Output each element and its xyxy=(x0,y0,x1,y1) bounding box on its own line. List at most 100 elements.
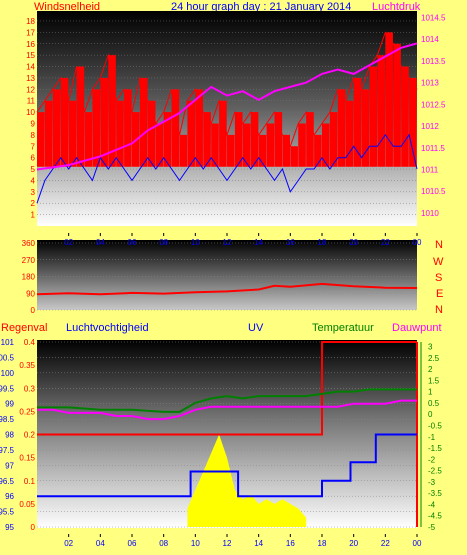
top-x-label-22: 22 xyxy=(381,238,390,247)
wind-gust-bar xyxy=(124,89,132,167)
wind-gust-bar xyxy=(361,89,370,167)
rain-label: Regenval xyxy=(1,322,48,334)
pressure-label: Luchtdruk xyxy=(372,1,421,13)
pressure-line xyxy=(36,42,418,171)
pressure-tick-1010.5: 1010.5 xyxy=(421,187,446,196)
wind-gust-line xyxy=(36,31,418,148)
wind-gust-bar xyxy=(84,112,93,167)
compass-e: E xyxy=(436,288,444,300)
rain-tick-0.05: 0.05 xyxy=(19,500,35,509)
pressure-tick-1012: 1012 xyxy=(421,122,439,131)
temperature-tick--1: -1 xyxy=(428,433,436,442)
wind-tick-13: 13 xyxy=(26,74,35,83)
wind-gust-bar xyxy=(322,123,330,167)
temperature-tick--4.5: -4.5 xyxy=(428,512,442,521)
temperature-tick--0.5: -0.5 xyxy=(428,421,442,430)
direction-line xyxy=(36,282,418,296)
top-x-label-12: 12 xyxy=(223,238,232,247)
pressure-tick-1013.5: 1013.5 xyxy=(421,57,446,66)
wind-tick-7: 7 xyxy=(31,142,36,151)
compass-w: W xyxy=(433,256,444,268)
wind-avg-line xyxy=(36,133,418,204)
top-x-label-04: 04 xyxy=(96,238,105,247)
wind-gust-bar xyxy=(369,66,378,167)
uv-label: UV xyxy=(248,322,264,334)
rain-tick-0.35: 0.35 xyxy=(19,361,35,370)
wind-gust-bar xyxy=(116,100,124,167)
humidity-tick-97.5: 97.5 xyxy=(0,446,15,455)
top-x-label-08: 08 xyxy=(159,238,168,247)
humidity-tick-95: 95 xyxy=(5,523,14,532)
rain-tick-0.15: 0.15 xyxy=(19,454,35,463)
wind-gust-bar xyxy=(139,77,148,167)
rain-tick-0.4: 0.4 xyxy=(24,338,36,347)
compass-n-top: N xyxy=(435,239,443,251)
pressure-tick-1012.5: 1012.5 xyxy=(421,100,446,109)
top-x-label-14: 14 xyxy=(254,238,263,247)
bottom-x-label-00: 00 xyxy=(413,539,422,548)
wind-gust-bar xyxy=(179,134,188,167)
humidity-tick-101: 101 xyxy=(1,338,15,347)
direction-tick-90: 90 xyxy=(26,289,35,298)
temperature-tick-2.5: 2.5 xyxy=(428,354,440,363)
wind-gust-bar xyxy=(329,112,338,167)
temperature-tick-1.5: 1.5 xyxy=(428,376,440,385)
rain-tick-0.1: 0.1 xyxy=(24,477,36,486)
temperature-tick-1: 1 xyxy=(428,388,433,397)
pressure-tick-1011: 1011 xyxy=(421,165,439,174)
wind-gust-bar xyxy=(195,89,203,167)
bottom-x-label-14: 14 xyxy=(254,539,263,548)
wind-tick-8: 8 xyxy=(31,131,36,140)
top-x-label-10: 10 xyxy=(191,238,200,247)
wind-tick-1: 1 xyxy=(31,211,36,220)
bottom-x-label-16: 16 xyxy=(286,539,295,548)
wind-gust-bar xyxy=(203,112,211,167)
rain-tick-0.25: 0.25 xyxy=(19,407,35,416)
temperature-tick--2: -2 xyxy=(428,455,436,464)
wind-tick-18: 18 xyxy=(26,17,35,26)
wind-gust-bar xyxy=(234,112,243,167)
temperature-tick--3.5: -3.5 xyxy=(428,489,442,498)
wind-gust-bar xyxy=(108,55,116,167)
wind-gust-bar xyxy=(227,134,235,167)
bottom-x-label-22: 22 xyxy=(381,539,390,548)
top-x-label-16: 16 xyxy=(286,238,295,247)
direction-tick-270: 270 xyxy=(22,256,36,265)
humidity-tick-97: 97 xyxy=(5,461,14,470)
bottom-x-label-10: 10 xyxy=(191,539,200,548)
temperature-tick-2: 2 xyxy=(428,365,433,374)
wind-gust-bar xyxy=(211,123,219,167)
wind-gust-bar xyxy=(345,100,354,167)
temperature-line xyxy=(37,388,417,413)
rain-tick-0.2: 0.2 xyxy=(24,431,36,440)
direction-tick-360: 360 xyxy=(22,239,36,248)
bottom-x-label-12: 12 xyxy=(223,539,232,548)
wind-gust-bar xyxy=(282,134,291,167)
wind-gust-bar xyxy=(76,66,85,167)
bottom-x-label-02: 02 xyxy=(64,539,73,548)
pressure-tick-1010: 1010 xyxy=(421,209,439,218)
humidity-tick-100.5: 100.5 xyxy=(0,353,15,362)
rain-line xyxy=(37,341,417,436)
compass-n-bottom: N xyxy=(435,304,443,316)
wind-tick-6: 6 xyxy=(31,154,36,163)
humidity-tick-95.5: 95.5 xyxy=(0,508,15,517)
top-x-label-06: 06 xyxy=(128,238,137,247)
wind-tick-4: 4 xyxy=(31,176,36,185)
wind-gust-bar xyxy=(219,100,227,167)
humidity-tick-96.5: 96.5 xyxy=(0,477,15,486)
wind-gust-bar xyxy=(290,146,298,167)
compass-s: S xyxy=(435,272,443,284)
pressure-tick-1011.5: 1011.5 xyxy=(421,144,445,153)
wind-gust-bar xyxy=(100,77,108,167)
direction-panel-background xyxy=(37,240,417,310)
wind-speed-label: Windsnelheid xyxy=(34,1,101,13)
bottom-x-label-06: 06 xyxy=(128,539,137,548)
wind-gust-bar xyxy=(401,66,409,167)
bottom-x-label-04: 04 xyxy=(96,539,105,548)
wind-gust-bar xyxy=(250,112,259,167)
humidity-tick-100: 100 xyxy=(1,369,15,378)
wind-tick-3: 3 xyxy=(31,188,36,197)
wind-gust-bar xyxy=(266,123,275,167)
wind-gust-bar xyxy=(147,100,156,167)
